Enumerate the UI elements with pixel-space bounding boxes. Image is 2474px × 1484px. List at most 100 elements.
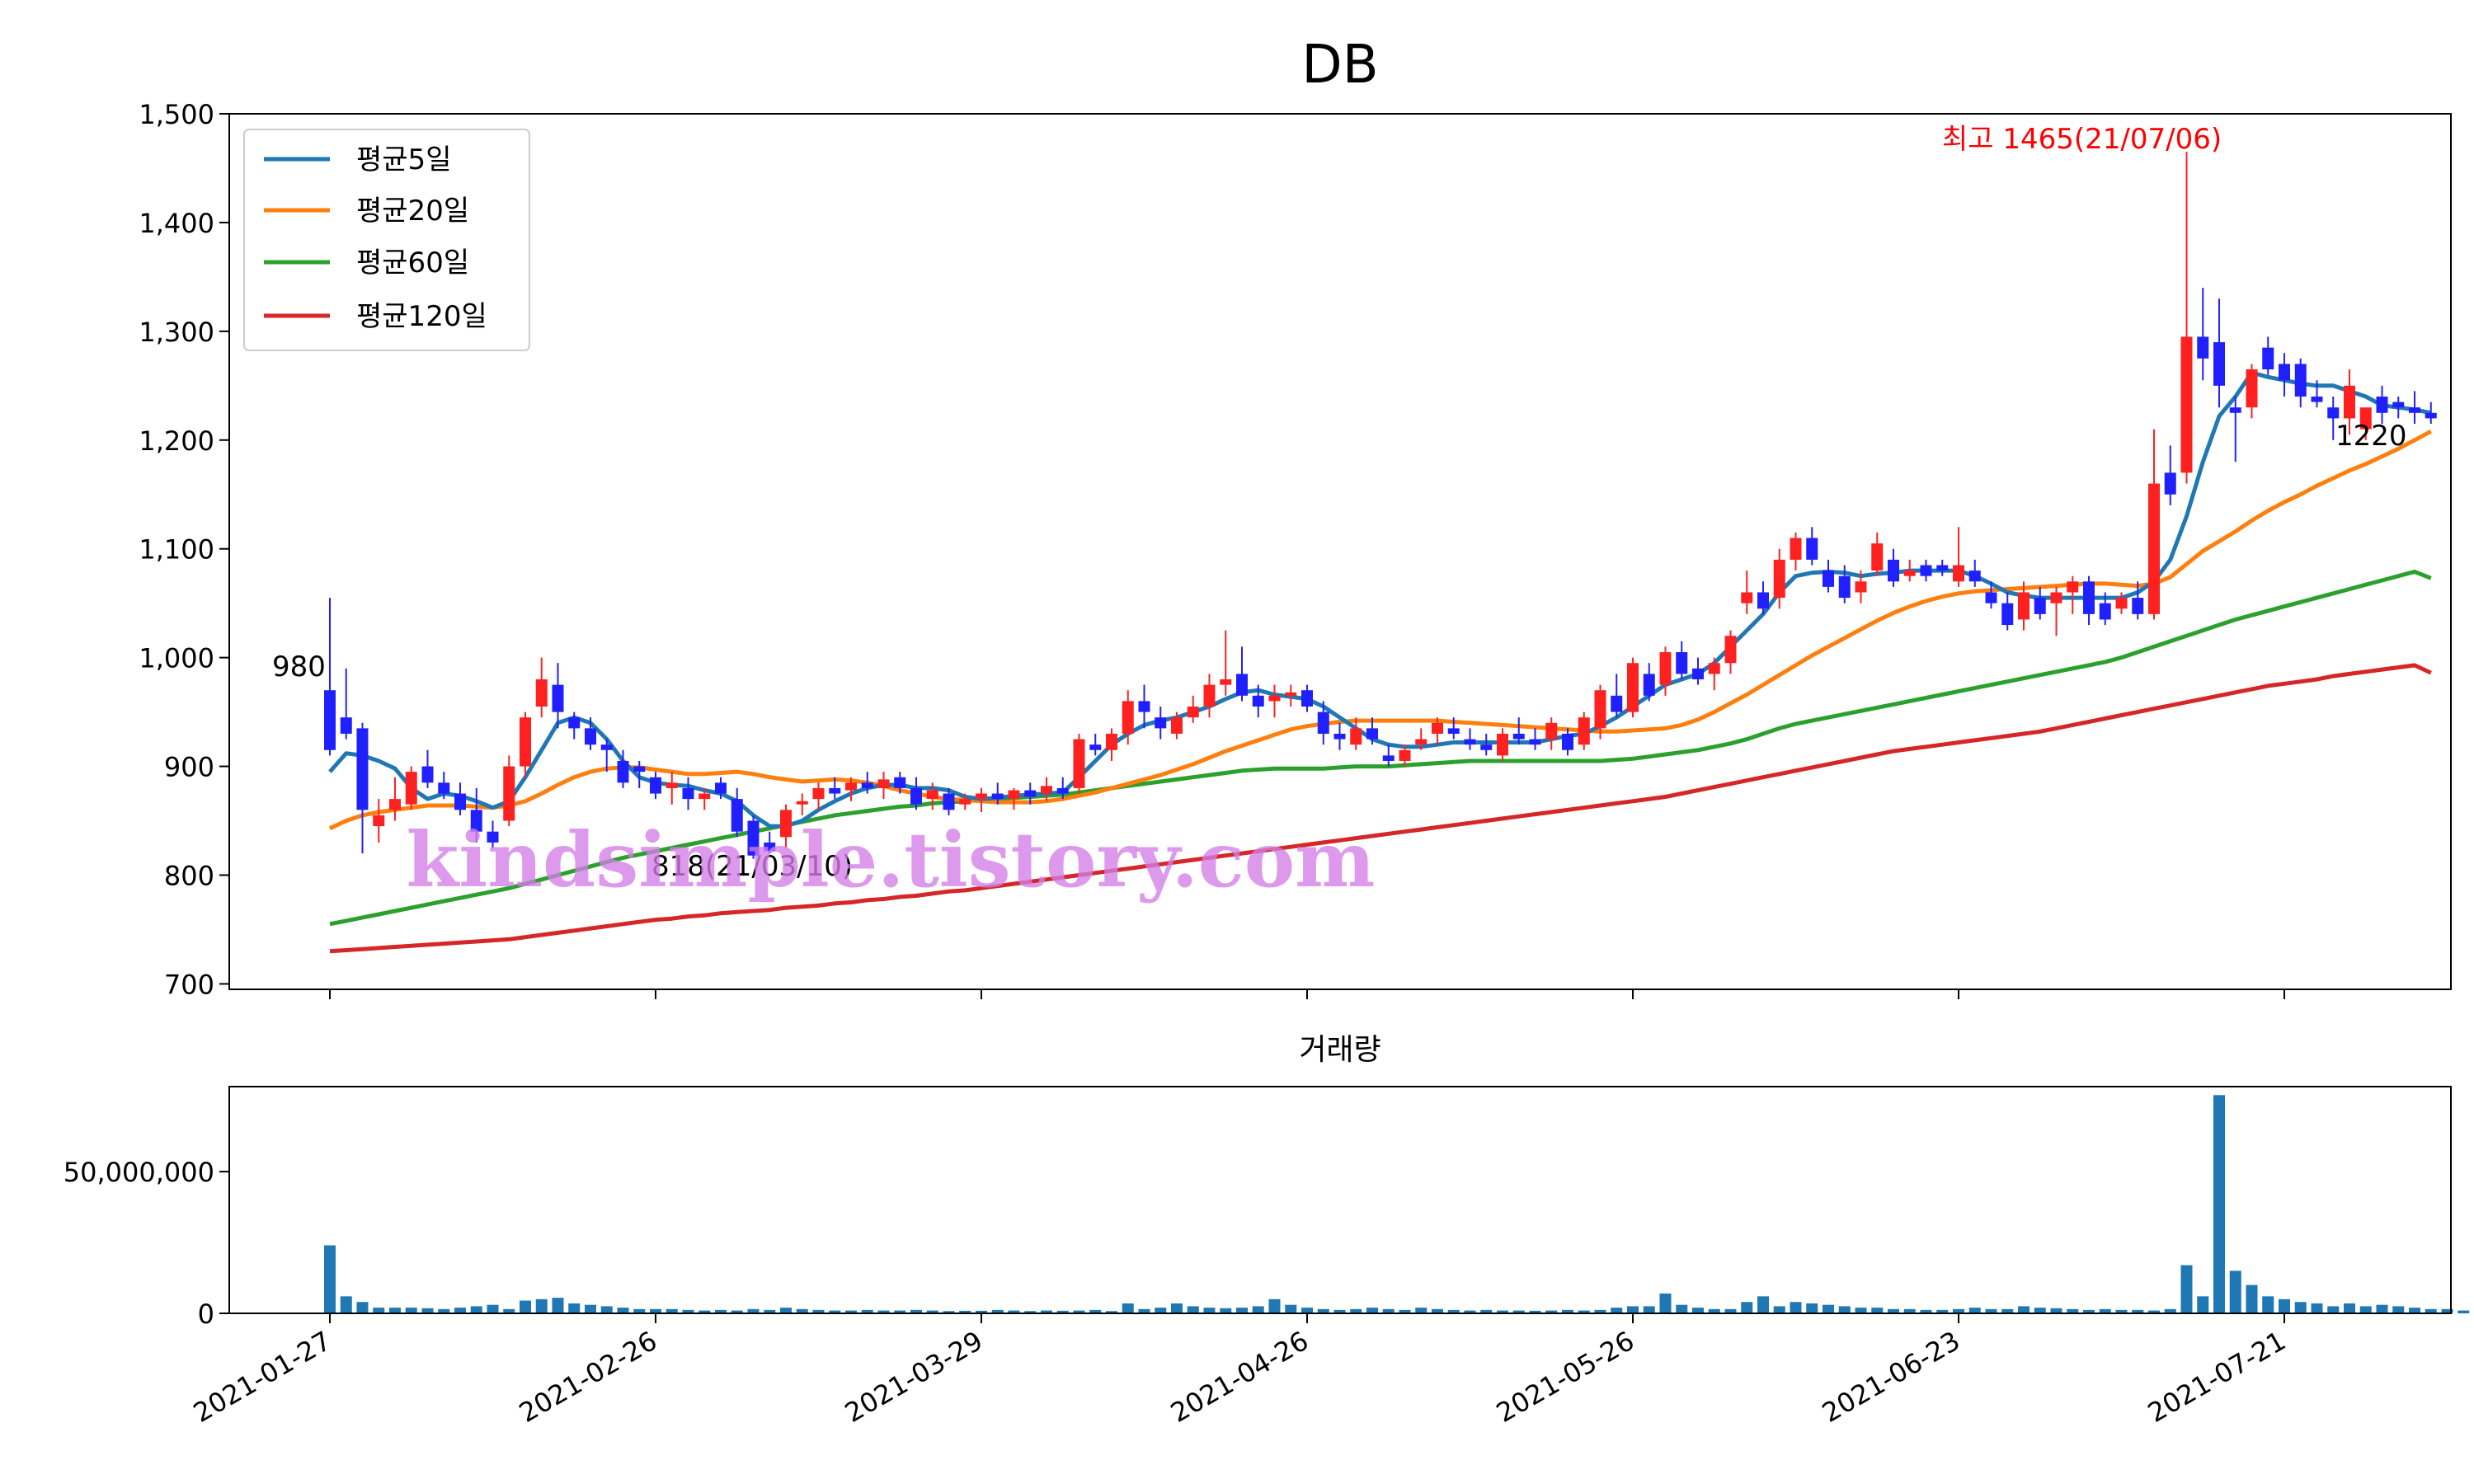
candle-body	[1871, 543, 1884, 571]
candle-body	[1676, 652, 1688, 674]
volume-bar	[2197, 1296, 2209, 1313]
y-tick-label: 900	[164, 752, 214, 783]
y-tick-label: 1,200	[139, 425, 214, 457]
volume-y-tick-label: 0	[198, 1298, 214, 1330]
candle-body	[1236, 674, 1248, 696]
candle-body	[894, 777, 906, 788]
volume-bar	[2115, 1309, 2128, 1313]
volume-bar	[1936, 1309, 1949, 1313]
volume-bar	[780, 1308, 792, 1313]
candle-body	[2180, 336, 2193, 473]
candle-body	[1138, 701, 1150, 712]
candle-body	[1578, 717, 1590, 745]
ma120-line	[329, 663, 2432, 954]
candle-body	[1333, 733, 1346, 740]
candle-body	[520, 717, 531, 767]
volume-bar	[2311, 1303, 2323, 1313]
candle-body	[1366, 728, 1378, 740]
volume-bar	[2376, 1304, 2388, 1313]
volume-bar	[829, 1310, 841, 1313]
candle-body	[1643, 674, 1655, 696]
volume-bar	[1122, 1303, 1134, 1313]
volume-bar	[991, 1309, 1004, 1313]
volume-bar	[552, 1298, 564, 1313]
volume-bar	[976, 1310, 987, 1313]
candle-body	[373, 815, 385, 827]
ma5-line	[328, 370, 2432, 829]
candle-body	[861, 782, 873, 788]
volume-bar	[1024, 1311, 1037, 1313]
volume-bar	[894, 1310, 906, 1313]
candle-body	[1106, 733, 1117, 750]
legend-box	[243, 129, 530, 351]
candle-body	[1594, 690, 1606, 729]
candle-body	[796, 801, 808, 805]
candle-body	[2229, 407, 2241, 413]
candle-body	[1056, 787, 1069, 794]
legend-label-ma5: 평균5일	[356, 143, 451, 176]
candle-body	[1399, 749, 1411, 761]
candle-body	[405, 772, 417, 805]
volume-bar	[910, 1309, 922, 1313]
volume-bar	[2018, 1306, 2030, 1313]
volume-bar	[1757, 1296, 1769, 1313]
volume-bar	[812, 1309, 825, 1313]
candle-body	[1985, 592, 1997, 603]
candle-body	[1187, 706, 1199, 718]
candle-body	[2376, 397, 2388, 413]
candle-body	[829, 787, 841, 794]
volume-bar	[1317, 1308, 1329, 1313]
ma20-line	[328, 429, 2432, 831]
volume-bar	[389, 1308, 401, 1313]
volume-bar	[1480, 1309, 1493, 1313]
first-price-annotation: 980	[272, 650, 326, 683]
candle-body	[438, 782, 450, 794]
candlesticks	[324, 152, 2437, 859]
volume-bar	[666, 1308, 678, 1313]
volume-bar	[1790, 1302, 1802, 1313]
candle-body	[340, 717, 352, 734]
volume-bar	[2262, 1296, 2274, 1313]
volume-bar	[959, 1310, 971, 1313]
volume-plot-frame	[228, 1086, 2452, 1314]
volume-bar	[1268, 1298, 1281, 1313]
volume-bar	[1497, 1310, 1508, 1313]
volume-bar	[845, 1310, 857, 1313]
candle-body	[845, 782, 857, 791]
candle-body	[503, 766, 515, 821]
volume-bar	[421, 1308, 434, 1313]
candle-body	[617, 760, 629, 783]
candle-body	[959, 799, 971, 805]
candle-body	[1790, 538, 1802, 560]
price-plot-frame	[228, 113, 2452, 990]
y-tick-label: 1,500	[139, 99, 214, 130]
volume-bar	[1464, 1310, 1476, 1313]
candle-body	[2099, 603, 2111, 620]
candle-body	[1350, 728, 1362, 745]
candle-body	[1855, 581, 1867, 593]
candle-body	[2034, 598, 2046, 614]
legend-label-ma20: 평균20일	[356, 195, 469, 228]
volume-bar	[1187, 1306, 1199, 1313]
volume-bar	[1512, 1310, 1525, 1313]
price-y-axis: 700 800 900 1,000 1,100 1,200 1,300 1,400 1,500	[139, 99, 229, 1000]
volume-bar	[1333, 1309, 1346, 1313]
volume-bar	[2132, 1309, 2144, 1313]
volume-bar	[1285, 1304, 1297, 1313]
candle-body	[1936, 565, 1949, 571]
y-tick-label: 1,100	[139, 534, 214, 566]
ma60-line	[329, 569, 2432, 927]
candle-body	[600, 744, 613, 750]
candle-body	[1562, 733, 1573, 750]
candle-body	[715, 782, 727, 794]
volume-bar	[1920, 1309, 1932, 1313]
candle-body	[2083, 581, 2095, 614]
volume-bar	[1855, 1308, 1867, 1313]
volume-bar	[2034, 1308, 2046, 1313]
candle-body	[666, 782, 678, 788]
candle-body	[1968, 571, 1981, 582]
volume-bar	[1708, 1308, 1720, 1313]
volume-bar	[340, 1296, 352, 1313]
candle-body	[1203, 684, 1216, 707]
candle-body	[1953, 565, 1964, 582]
